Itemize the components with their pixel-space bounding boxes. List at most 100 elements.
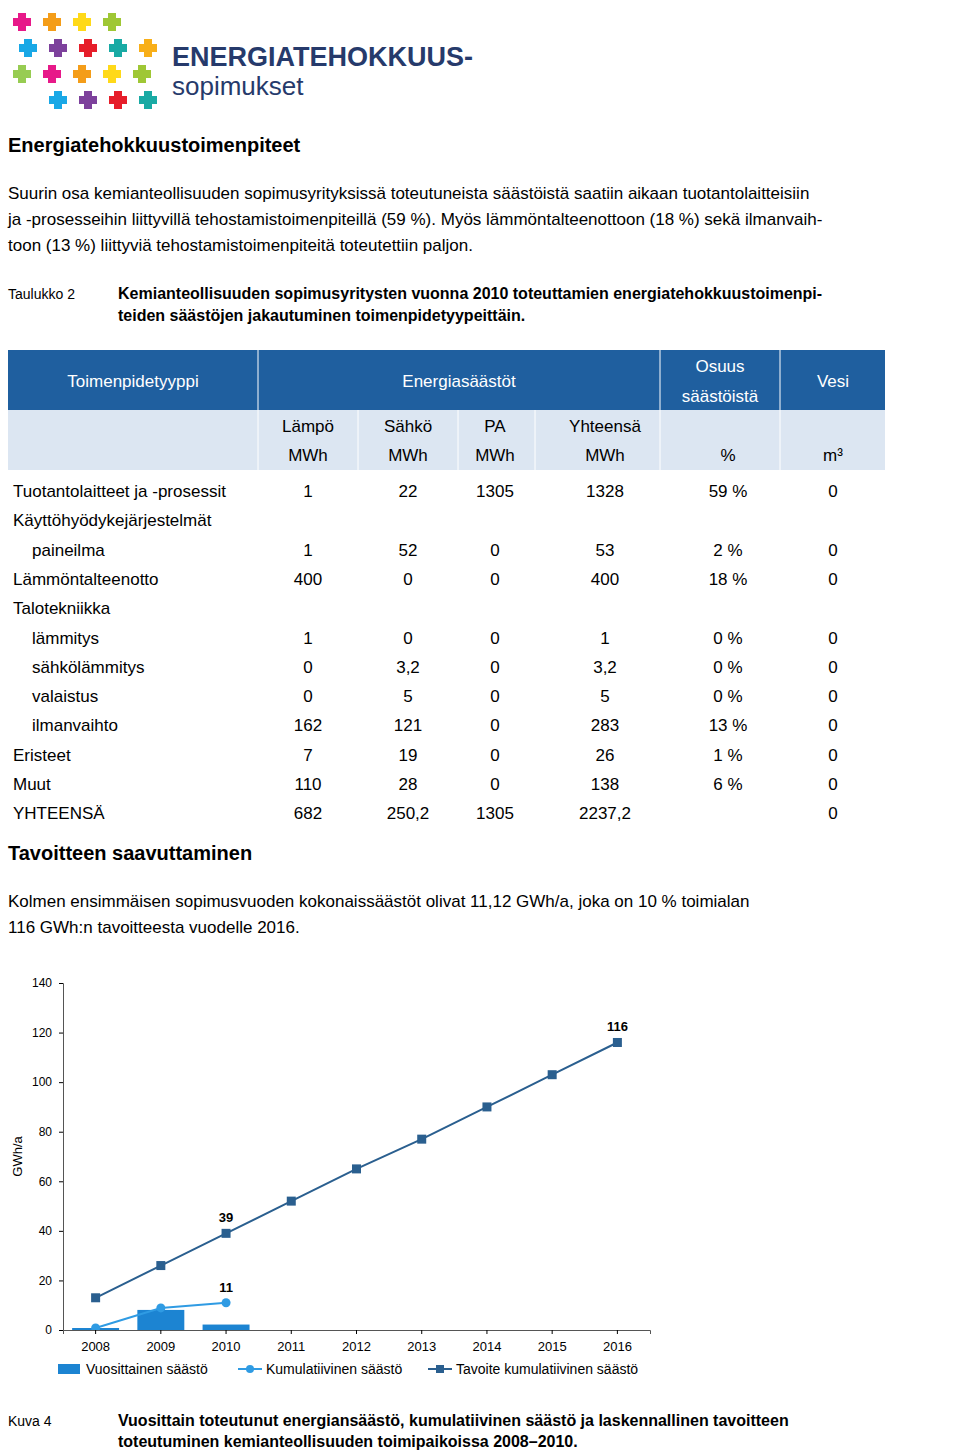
x-tick-label: 2014 xyxy=(472,1339,501,1354)
legend-label: Kumulatiivinen säästö xyxy=(266,1361,402,1377)
table-cell: 0 xyxy=(490,687,499,706)
table-cell: 26 xyxy=(596,746,615,765)
marker xyxy=(91,1293,100,1302)
x-tick: 2015 xyxy=(538,1330,567,1354)
y-tick-label: 0 xyxy=(45,1323,52,1337)
y-tick-mark xyxy=(59,1280,63,1281)
y-tick-mark xyxy=(59,1330,63,1331)
table-row-label: YHTEENSÄ xyxy=(13,804,105,823)
table-row-label: Tuotantolaitteet ja -prosessit xyxy=(13,482,226,501)
table-cell: 0 xyxy=(828,658,837,677)
x-axis-line xyxy=(64,1331,651,1335)
marker xyxy=(222,1298,231,1307)
table-cell: 18 % xyxy=(709,570,748,589)
logo-cross xyxy=(109,39,127,57)
table-cell: 1 xyxy=(303,482,312,501)
table-cell: 2 % xyxy=(713,541,742,560)
table-row-label: lämmitys xyxy=(32,629,99,648)
table-subheader: Sähkö xyxy=(384,417,432,436)
x-tick-label: 2015 xyxy=(538,1339,567,1354)
x-tick-label: 2010 xyxy=(212,1339,241,1354)
line xyxy=(96,1042,618,1297)
logo-cross xyxy=(73,65,91,83)
chart: 0204060801001201402008200920102011201220… xyxy=(10,976,651,1377)
x-tick-mark xyxy=(95,1330,96,1334)
y-tick: 100 xyxy=(32,1075,63,1089)
y-tick-mark xyxy=(59,1181,63,1182)
legend-entry: Tavoite kumulatiivinen säästö xyxy=(428,1361,638,1377)
paragraph-line: toon (13 %) liittyviä tehostamistoimenpi… xyxy=(8,236,473,255)
x-tick-label: 2008 xyxy=(81,1339,110,1354)
table-cell: 0 xyxy=(828,629,837,648)
table-cell: 0 % xyxy=(713,658,742,677)
table-cell: 5 xyxy=(600,687,609,706)
table-rule xyxy=(660,350,661,410)
logo-cross xyxy=(13,65,31,83)
x-tick: 2008 xyxy=(81,1330,110,1354)
marker xyxy=(613,1038,622,1047)
table-cell: 0 xyxy=(828,687,837,706)
table-cell: 1328 xyxy=(586,482,624,501)
legend-label: Tavoite kumulatiivinen säästö xyxy=(456,1361,638,1377)
table-cell: 5 xyxy=(403,687,412,706)
x-tick-mark xyxy=(226,1330,227,1334)
table-row-label: valaistus xyxy=(32,687,98,706)
table-cell: 52 xyxy=(399,541,418,560)
table-cell: 22 xyxy=(399,482,418,501)
x-tick: 2010 xyxy=(212,1330,241,1354)
table-cell: 682 xyxy=(294,804,322,823)
table-cell: 0 xyxy=(828,775,837,794)
logo-cross xyxy=(139,91,157,109)
y-tick-label: 100 xyxy=(32,1075,52,1089)
table-cell: 59 % xyxy=(709,482,748,501)
table-row-label: paineilma xyxy=(32,541,105,560)
table-cell: 400 xyxy=(591,570,619,589)
logo-cross xyxy=(19,39,37,57)
logo-subtitle: sopimukset xyxy=(172,71,304,101)
heading: Energiatehokkuustoimenpiteet xyxy=(8,134,301,156)
logo-cross xyxy=(133,65,151,83)
logo-cross xyxy=(43,13,61,31)
plot-marks xyxy=(72,1038,622,1330)
table-unit: MWh xyxy=(475,446,515,465)
y-tick: 40 xyxy=(39,1224,63,1238)
table-cell: 3,2 xyxy=(593,658,617,677)
data-label: 11 xyxy=(219,1280,233,1295)
y-tick: 80 xyxy=(39,1125,63,1139)
table-row-label: Muut xyxy=(13,775,51,794)
x-tick-label: 2012 xyxy=(342,1339,371,1354)
table-rule xyxy=(535,410,536,470)
table-rule xyxy=(660,410,661,470)
table-cell: 0 xyxy=(828,746,837,765)
table-cell: 0 xyxy=(403,570,412,589)
x-tick-label: 2013 xyxy=(407,1339,436,1354)
table-caption-title: teiden säästöjen jakautuminen toimenpide… xyxy=(118,307,525,324)
marker xyxy=(352,1164,361,1173)
table-cell: 0 xyxy=(828,482,837,501)
legend-symbol xyxy=(58,1364,80,1374)
data-label: 116 xyxy=(607,1019,628,1034)
table-row-label: sähkölämmitys xyxy=(32,658,144,677)
marker xyxy=(156,1261,165,1270)
logo-cross xyxy=(73,13,91,31)
table-rule xyxy=(458,410,459,470)
paragraph-line: ja -prosesseihin liittyvillä tehostamist… xyxy=(7,210,822,229)
table-cell: 1305 xyxy=(476,482,514,501)
table-cell: 0 xyxy=(403,629,412,648)
x-tick-mark xyxy=(421,1330,422,1334)
table-cell: 250,2 xyxy=(387,804,430,823)
logo-cross xyxy=(79,39,97,57)
figure-caption-title: toteutuminen kemianteollisuuden toimipai… xyxy=(118,1433,578,1450)
table-cell: 2237,2 xyxy=(579,804,631,823)
legend-symbol xyxy=(246,1365,254,1373)
y-tick-label: 60 xyxy=(39,1175,53,1189)
table-header: Vesi xyxy=(817,372,849,391)
table-cell: 0 xyxy=(490,775,499,794)
table-row-label: Käyttöhyödykejärjestelmät xyxy=(13,511,212,530)
x-tick-label: 2011 xyxy=(277,1339,305,1354)
table-cell: 0 xyxy=(303,687,312,706)
x-tick: 2012 xyxy=(342,1330,371,1354)
table-header-bg xyxy=(8,350,885,410)
table-cell: 1305 xyxy=(476,804,514,823)
y-tick-label: 40 xyxy=(39,1224,53,1238)
